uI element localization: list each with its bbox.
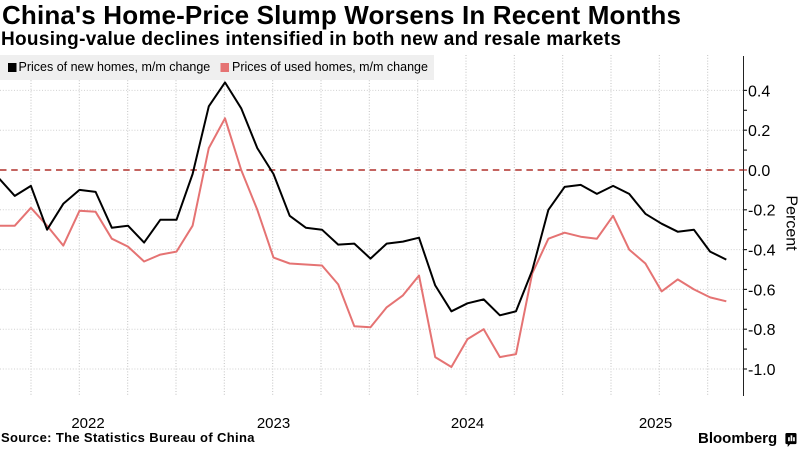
svg-text:0.4: 0.4 [748,83,770,100]
svg-text:2025: 2025 [639,415,672,432]
svg-text:Prices of used homes, m/m chan: Prices of used homes, m/m change [232,60,428,74]
svg-text:-0.4: -0.4 [748,243,776,260]
svg-text:-0.2: -0.2 [748,203,776,220]
svg-text:Prices of new homes, m/m chang: Prices of new homes, m/m change [19,60,211,74]
svg-text:-1.0: -1.0 [748,362,776,379]
svg-text:-0.6: -0.6 [748,282,776,299]
svg-text:0.2: 0.2 [748,123,770,140]
svg-text:2023: 2023 [257,415,290,432]
svg-text:0.0: 0.0 [748,163,770,180]
svg-text:2024: 2024 [451,415,484,432]
svg-text:2022: 2022 [71,415,104,432]
svg-text:-0.8: -0.8 [748,322,776,339]
svg-text:Percent: Percent [783,195,800,251]
